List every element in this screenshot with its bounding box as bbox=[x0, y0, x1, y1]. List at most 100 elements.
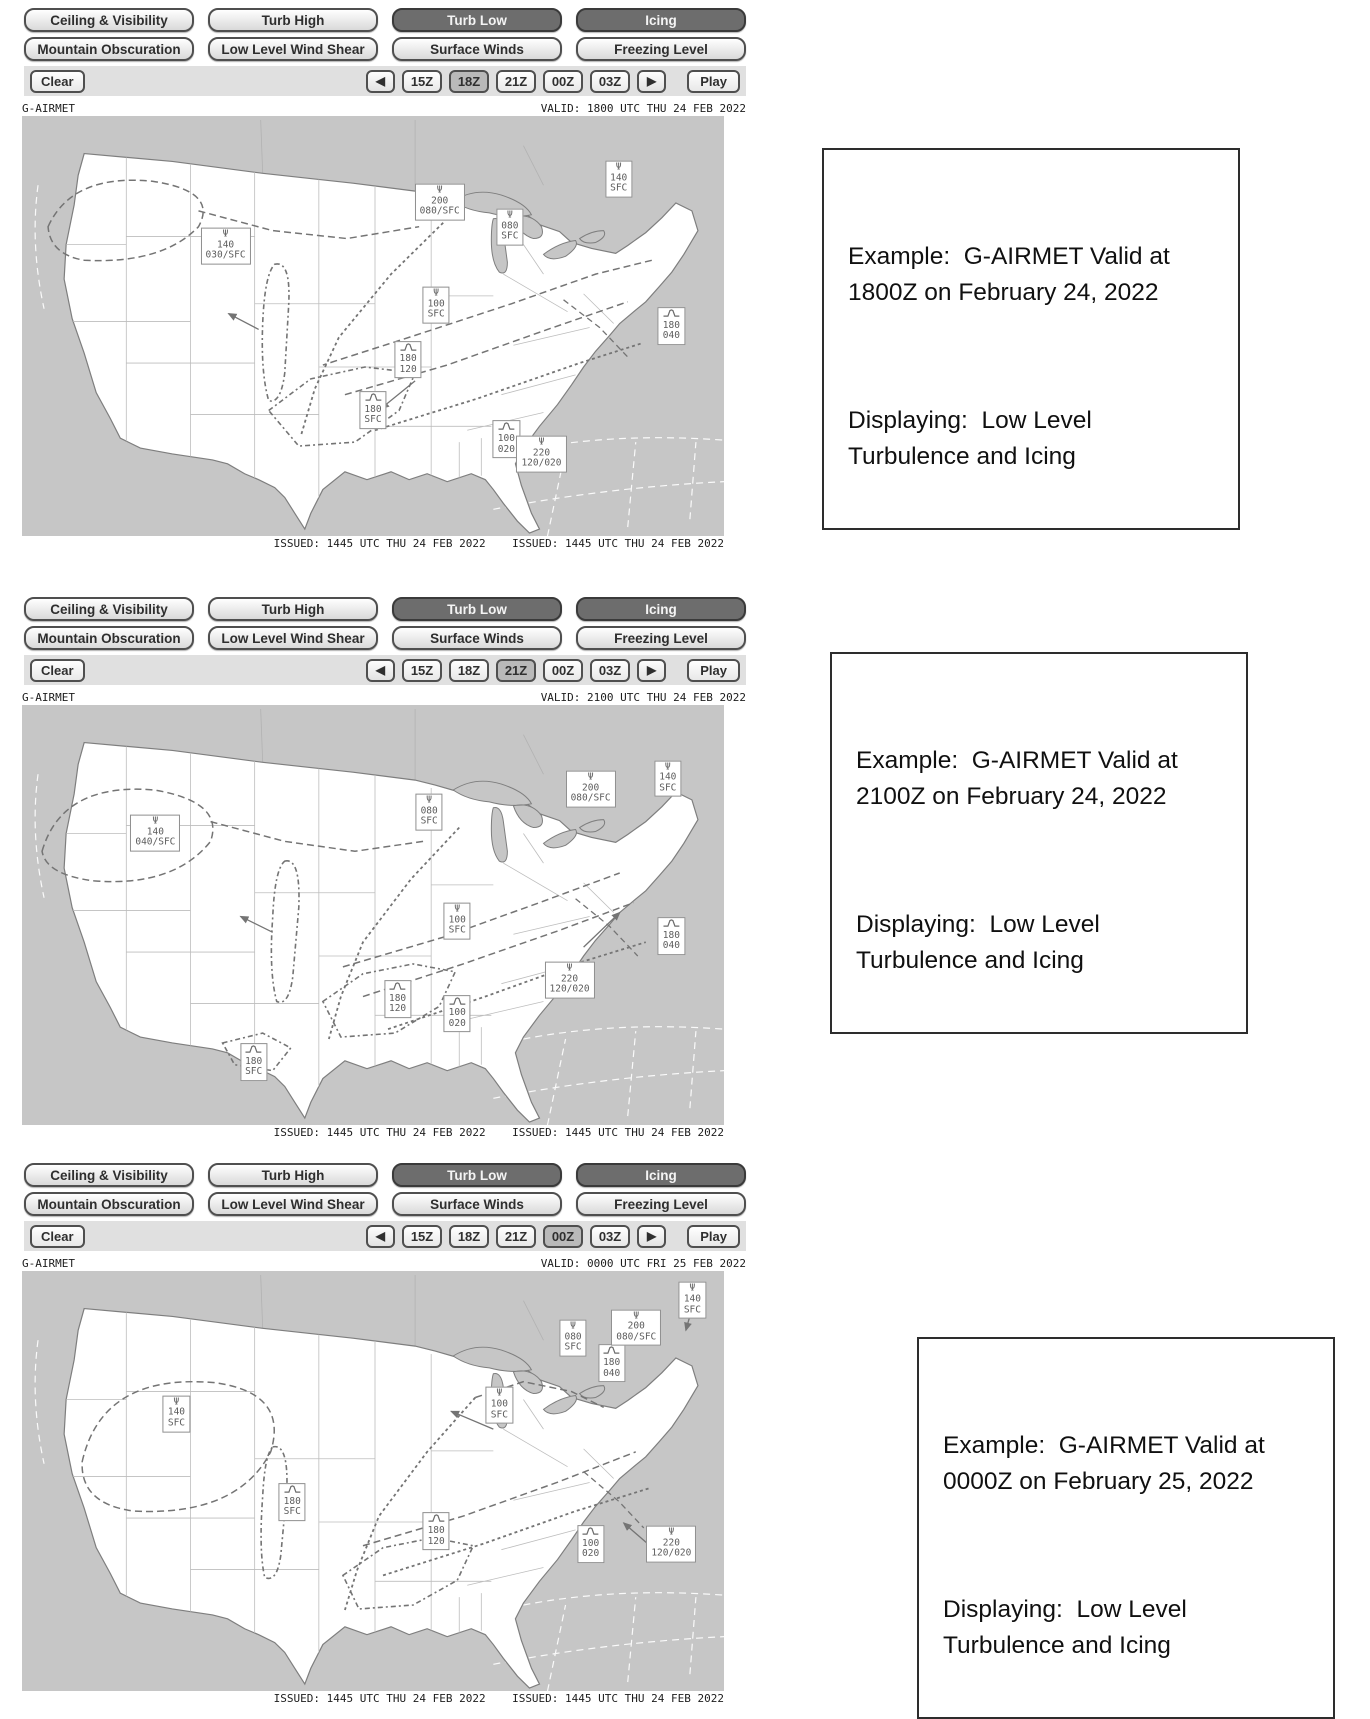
annotation-value: 120 bbox=[388, 1003, 407, 1015]
icing-annotation: 100 020 bbox=[577, 1525, 605, 1563]
clear-button[interactable]: Clear bbox=[30, 1224, 85, 1248]
turbulence-annotation: Ψ 080 SFC bbox=[415, 793, 443, 831]
time-button-21z[interactable]: 21Z bbox=[496, 1224, 537, 1248]
play-button[interactable]: Play bbox=[687, 658, 740, 682]
step-back-button[interactable]: ◀ bbox=[365, 1224, 396, 1248]
icing-annotation: 180 040 bbox=[598, 1344, 626, 1383]
layer-button-surface-winds[interactable]: Surface Winds bbox=[392, 1192, 562, 1216]
layer-button-turb-low[interactable]: Turb Low bbox=[392, 1163, 562, 1187]
layer-button-freezing-level[interactable]: Freezing Level bbox=[576, 1192, 746, 1216]
icing-icon bbox=[449, 996, 466, 1009]
time-button-00z[interactable]: 00Z bbox=[543, 69, 584, 93]
time-button-00z[interactable]: 00Z bbox=[543, 1224, 584, 1248]
clear-button[interactable]: Clear bbox=[30, 658, 85, 682]
annotation-value: 140 bbox=[610, 172, 628, 184]
annotation-value: 120 bbox=[427, 1535, 445, 1547]
turbulence-annotation: Ψ 080 SFC bbox=[559, 1319, 587, 1357]
time-button-15z[interactable]: 15Z bbox=[402, 69, 443, 93]
layer-button-low-level-wind-shear[interactable]: Low Level Wind Shear bbox=[208, 626, 378, 650]
layer-button-low-level-wind-shear[interactable]: Low Level Wind Shear bbox=[208, 37, 378, 61]
layer-button-surface-winds[interactable]: Surface Winds bbox=[392, 626, 562, 650]
map-valid-label: VALID: 1800 UTC THU 24 FEB 2022 bbox=[540, 102, 746, 115]
turbulence-icon: Ψ bbox=[587, 771, 594, 783]
annotation-value: SFC bbox=[245, 1066, 263, 1078]
play-button[interactable]: Play bbox=[687, 69, 740, 93]
layer-button-icing[interactable]: Icing bbox=[576, 1163, 746, 1187]
icing-annotation: 180 SFC bbox=[240, 1043, 268, 1081]
step-back-button[interactable]: ◀ bbox=[365, 69, 396, 93]
step-forward-button[interactable]: ▶ bbox=[637, 1224, 667, 1248]
layer-button-turb-low[interactable]: Turb Low bbox=[392, 8, 562, 32]
annotation-value: 180 bbox=[662, 929, 680, 941]
annotation-value: 180 bbox=[427, 1525, 445, 1537]
play-button[interactable]: Play bbox=[687, 1224, 740, 1248]
layer-button-surface-winds[interactable]: Surface Winds bbox=[392, 37, 562, 61]
annotation-value: 080 bbox=[564, 1331, 582, 1343]
annotation-value: 030/SFC bbox=[205, 249, 246, 261]
annotation-value: SFC bbox=[448, 925, 466, 937]
layer-button-icing[interactable]: Icing bbox=[576, 8, 746, 32]
time-button-15z[interactable]: 15Z bbox=[402, 658, 443, 682]
turbulence-annotation: Ψ 220 120/020 bbox=[544, 961, 595, 999]
step-forward-button[interactable]: ▶ bbox=[637, 69, 667, 93]
layer-button-icing[interactable]: Icing bbox=[576, 597, 746, 621]
turbulence-icon: Ψ bbox=[633, 1310, 640, 1322]
time-button-03z[interactable]: 03Z bbox=[590, 1224, 631, 1248]
time-button-18z[interactable]: 18Z bbox=[449, 69, 490, 93]
time-button-18z[interactable]: 18Z bbox=[449, 1224, 490, 1248]
icing-icon bbox=[428, 1514, 445, 1527]
annotation-value: 180 bbox=[662, 319, 680, 331]
right-arrow-icon: ▶ bbox=[647, 663, 657, 677]
turbulence-annotation: Ψ 220 120/020 bbox=[646, 1525, 697, 1563]
gairmet-map: Ψ 140 040/SFC Ψ 080 SFC Ψ 200 080/SFC Ψ 140 SFC Ψ 100… bbox=[22, 705, 724, 1125]
map-annotations: Ψ 140 040/SFC Ψ 080 SFC Ψ 200 080/SFC Ψ 140 SFC Ψ 100… bbox=[22, 705, 724, 1125]
step-forward-button[interactable]: ▶ bbox=[637, 658, 667, 682]
annotation-value: SFC bbox=[501, 231, 519, 243]
layer-button-freezing-level[interactable]: Freezing Level bbox=[576, 37, 746, 61]
layer-button-turb-high[interactable]: Turb High bbox=[208, 597, 378, 621]
map-header: G-AIRMET VALID: 1800 UTC THU 24 FEB 2022 bbox=[22, 102, 746, 115]
map-annotations: Ψ 140 030/SFC Ψ 200 080/SFC Ψ 080 SFC Ψ 140 SFC Ψ 100… bbox=[22, 116, 724, 536]
time-button-21z[interactable]: 21Z bbox=[496, 658, 537, 682]
turbulence-icon: Ψ bbox=[426, 794, 433, 806]
turbulence-icon: Ψ bbox=[570, 1320, 577, 1332]
layer-buttons-row-1: Ceiling & Visibility Turb High Turb Low … bbox=[24, 1163, 746, 1187]
time-button-03z[interactable]: 03Z bbox=[590, 658, 631, 682]
turbulence-annotation: Ψ 200 080/SFC bbox=[414, 183, 465, 221]
layer-button-ceiling-visibility[interactable]: Ceiling & Visibility bbox=[24, 597, 194, 621]
time-button-15z[interactable]: 15Z bbox=[402, 1224, 443, 1248]
time-button-21z[interactable]: 21Z bbox=[496, 69, 537, 93]
layer-button-freezing-level[interactable]: Freezing Level bbox=[576, 626, 746, 650]
time-button-00z[interactable]: 00Z bbox=[543, 658, 584, 682]
annotation-value: 100 bbox=[490, 1398, 508, 1410]
layer-button-ceiling-visibility[interactable]: Ceiling & Visibility bbox=[24, 1163, 194, 1187]
layer-button-turb-high[interactable]: Turb High bbox=[208, 1163, 378, 1187]
annotation-value: SFC bbox=[659, 782, 677, 794]
annotation-value: 220 bbox=[532, 447, 551, 459]
layer-button-turb-low[interactable]: Turb Low bbox=[392, 597, 562, 621]
turbulence-icon: Ψ bbox=[436, 184, 443, 196]
turbulence-annotation: Ψ 080 SFC bbox=[496, 208, 524, 246]
map-product-label: G-AIRMET bbox=[22, 102, 75, 115]
layer-button-mountain-obscuration[interactable]: Mountain Obscuration bbox=[24, 626, 194, 650]
time-button-03z[interactable]: 03Z bbox=[590, 69, 631, 93]
layer-button-ceiling-visibility[interactable]: Ceiling & Visibility bbox=[24, 8, 194, 32]
step-back-button[interactable]: ◀ bbox=[365, 658, 396, 682]
annotation-value: 180 bbox=[388, 992, 407, 1004]
layer-button-mountain-obscuration[interactable]: Mountain Obscuration bbox=[24, 37, 194, 61]
annotation-value: SFC bbox=[167, 1417, 186, 1429]
time-toolbar: Clear ◀ 15Z 18Z 21Z 00Z 03Z ▶ Play bbox=[24, 1221, 746, 1251]
icing-annotation: 180 120 bbox=[394, 340, 422, 379]
example-caption-2: Example: G-AIRMET Valid at 2100Z on Febr… bbox=[830, 652, 1248, 1034]
layer-button-mountain-obscuration[interactable]: Mountain Obscuration bbox=[24, 1192, 194, 1216]
example-display-text: Displaying: Low Level Turbulence and Ici… bbox=[943, 1596, 1194, 1659]
clear-button[interactable]: Clear bbox=[30, 69, 85, 93]
annotation-value: 040 bbox=[662, 940, 680, 952]
annotation-value: SFC bbox=[420, 815, 438, 827]
turbulence-icon: Ψ bbox=[689, 1283, 696, 1295]
example-caption-3: Example: G-AIRMET Valid at 0000Z on Febr… bbox=[917, 1337, 1335, 1719]
layer-button-low-level-wind-shear[interactable]: Low Level Wind Shear bbox=[208, 1192, 378, 1216]
time-button-18z[interactable]: 18Z bbox=[449, 658, 490, 682]
gairmet-panel-2: Ceiling & Visibility Turb High Turb Low … bbox=[0, 597, 770, 1139]
layer-button-turb-high[interactable]: Turb High bbox=[208, 8, 378, 32]
